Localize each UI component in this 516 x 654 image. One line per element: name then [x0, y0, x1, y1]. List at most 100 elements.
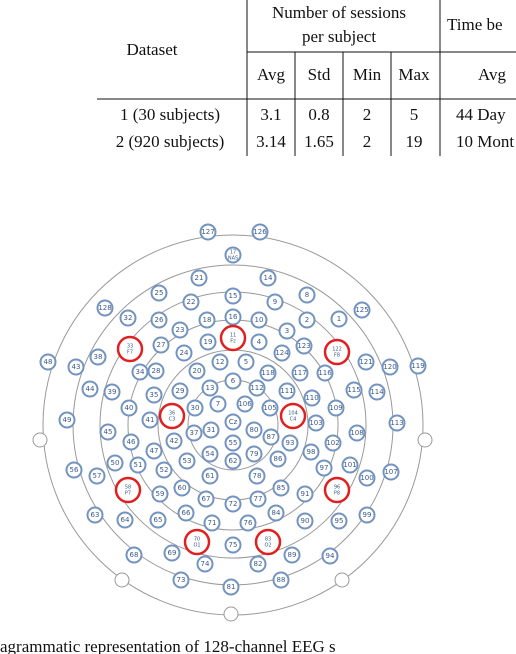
electrode-number: 97 — [320, 464, 329, 472]
electrode: 24 — [175, 344, 193, 362]
electrode-ring — [173, 479, 191, 497]
electrode: 55 — [224, 434, 242, 452]
electrode-number: 41 — [146, 416, 155, 424]
electrode: Cz — [224, 413, 242, 431]
electrode-ring — [122, 433, 140, 451]
electrode: 35 — [145, 386, 163, 404]
electrode: 32 — [119, 309, 137, 327]
electrode-number: 45 — [104, 428, 113, 436]
electrode-number: 61 — [206, 472, 215, 480]
electrode: 115 — [345, 381, 363, 399]
electrode: 48 — [39, 353, 57, 371]
electrode: 110 — [303, 389, 321, 407]
electrode: 90 — [296, 512, 314, 530]
electrode-ring — [201, 445, 219, 463]
electrode-number: 3 — [285, 327, 289, 335]
electrode-number: 18 — [203, 316, 212, 324]
electrode-number: 27 — [157, 341, 166, 349]
electrode-number: 15 — [229, 292, 238, 300]
electrode-ring — [296, 485, 314, 503]
electrode-number: 2 — [305, 316, 309, 324]
electrode-number: 9 — [273, 298, 277, 306]
electrode-ring — [316, 364, 334, 382]
electrode-site: C4 — [290, 417, 297, 423]
electrode: 56 — [65, 461, 83, 479]
electrode: 77 — [249, 490, 267, 508]
electrode-ring — [357, 353, 375, 371]
electrode-number: 113 — [390, 419, 403, 427]
electrode-ring — [321, 547, 339, 565]
electrode: 20 — [188, 362, 206, 380]
electrode-number: 85 — [277, 484, 286, 492]
electrode-number: 88 — [277, 576, 286, 584]
electrode-ring — [150, 311, 168, 329]
electrode: 106 — [236, 395, 254, 413]
electrode-number: 7 — [216, 400, 220, 408]
electrode-number: 26 — [155, 316, 164, 324]
electrode-ring — [358, 469, 376, 487]
electrode-number: 83 — [265, 537, 271, 543]
electrode-number: 95 — [335, 517, 344, 525]
electrode: 10 — [250, 311, 268, 329]
electrode: 116 — [316, 364, 334, 382]
electrode-number: 121 — [359, 358, 372, 366]
electrode-number: 112 — [250, 384, 263, 392]
electrode: 99 — [358, 506, 376, 524]
electrode-ring — [89, 348, 107, 366]
marker — [114, 572, 130, 588]
electrode: 121 — [357, 353, 375, 371]
electrode: 60 — [173, 479, 191, 497]
electrode-ring — [182, 293, 200, 311]
electrode-number: 25 — [155, 289, 164, 297]
electrode-number: 106 — [238, 400, 252, 408]
electrode-ring — [315, 459, 333, 477]
electrode-number: 116 — [318, 369, 332, 377]
electrode: 43 — [67, 358, 85, 376]
electrode-site: Fz — [230, 339, 236, 345]
electrode-number: 4 — [257, 338, 262, 346]
electrode: 41 — [141, 411, 159, 429]
electrode: 81 — [222, 578, 240, 596]
electrode-ring — [224, 413, 242, 431]
electrode: 119 — [409, 357, 427, 375]
electrode-ring — [273, 344, 291, 362]
electrode-number: 32 — [124, 314, 133, 322]
electrode-ring — [224, 308, 242, 326]
electrode-ring — [298, 286, 316, 304]
header: Number of sessions — [272, 3, 406, 22]
cell: 5 — [410, 105, 419, 124]
electrode-ring — [58, 411, 76, 429]
electrode: 111 — [278, 382, 296, 400]
electrode: 80 — [245, 421, 263, 439]
electrode-ring — [330, 310, 348, 328]
electrode-ring — [281, 434, 299, 452]
electrode-ring — [190, 269, 208, 287]
electrode-number: 14 — [264, 274, 273, 282]
electrode-ring — [131, 363, 149, 381]
electrode-number: 23 — [176, 326, 185, 334]
electrode-number: 29 — [176, 387, 185, 395]
cell: 44 Day — [456, 105, 506, 124]
column-header: Max — [398, 65, 430, 84]
electrode: 14 — [259, 269, 277, 287]
electrode-ring — [106, 454, 124, 472]
electrode: 78 — [248, 467, 266, 485]
electrode-ring — [330, 512, 348, 530]
electrode-ring — [323, 476, 351, 504]
electrode-number: 114 — [370, 388, 384, 396]
electrode-ring — [65, 461, 83, 479]
electrode: 6 — [224, 372, 242, 390]
electrode: 108 — [348, 424, 366, 442]
electrode-ring — [155, 461, 173, 479]
column-header: Min — [353, 65, 382, 84]
electrode-number: 59 — [156, 490, 165, 498]
electrode-number: 60 — [178, 484, 187, 492]
electrode-number: 115 — [347, 386, 360, 394]
electrode-number: 122 — [332, 347, 342, 353]
electrode-ring — [323, 338, 351, 366]
electrode-number: 86 — [274, 455, 283, 463]
electrode-ring — [224, 287, 242, 305]
